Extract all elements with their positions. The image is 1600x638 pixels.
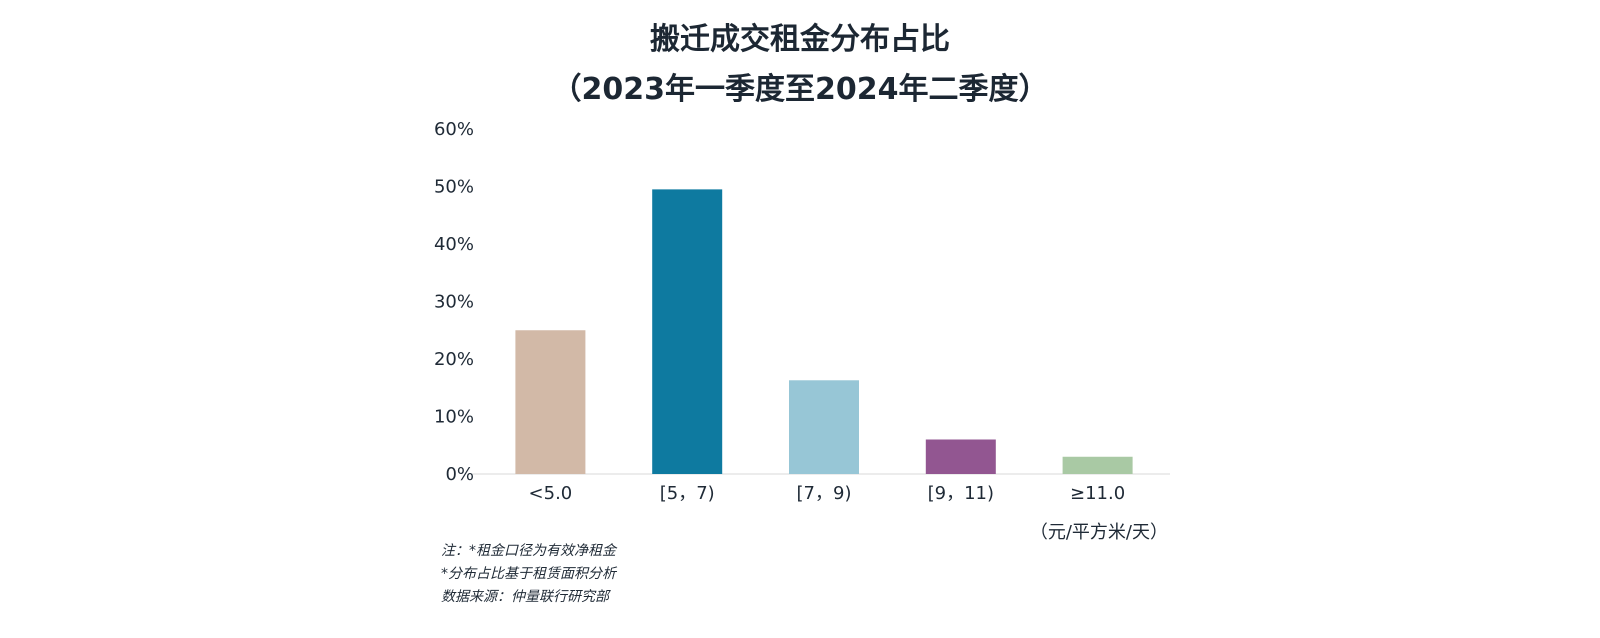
bar [515, 330, 586, 474]
note-line: 注：*租金口径为有效净租金 [441, 543, 616, 559]
y-tick-label: 50% [434, 177, 474, 198]
note-line: *分布占比基于租赁面积分析 [441, 566, 616, 582]
x-tick-label: [7，9) [797, 483, 852, 504]
bars-group [515, 189, 1133, 474]
y-tick-label: 60% [434, 119, 474, 140]
y-axis-ticks: 0% 10% 20% 30% 40% 50% 60% [434, 119, 474, 485]
source-line: 数据来源：仲量联行研究部 [441, 589, 609, 605]
footnotes: 注：*租金口径为有效净租金 *分布占比基于租赁面积分析 数据来源：仲量联行研究部 [441, 540, 616, 609]
bar [925, 439, 996, 474]
y-tick-label: 10% [434, 407, 474, 428]
x-tick-label: [9，11) [928, 483, 994, 504]
x-tick-label: ≥11.0 [1070, 483, 1125, 504]
x-tick-label: <5.0 [529, 483, 573, 504]
bar [789, 380, 859, 474]
bar [652, 189, 723, 474]
y-tick-label: 40% [434, 234, 474, 255]
y-tick-label: 0% [445, 464, 474, 485]
bar [1062, 456, 1133, 474]
y-tick-label: 20% [434, 349, 474, 370]
x-axis-unit-label: （元/平方米/天） [1030, 522, 1168, 543]
x-axis-ticks: <5.0 [5，7) [7，9) [9，11) ≥11.0 [529, 483, 1126, 504]
chart-title: 搬迁成交租金分布占比 [650, 22, 950, 57]
x-tick-label: [5，7) [660, 483, 715, 504]
chart-subtitle: （2023年一季度至2024年二季度） [551, 72, 1049, 107]
y-tick-label: 30% [434, 292, 474, 313]
